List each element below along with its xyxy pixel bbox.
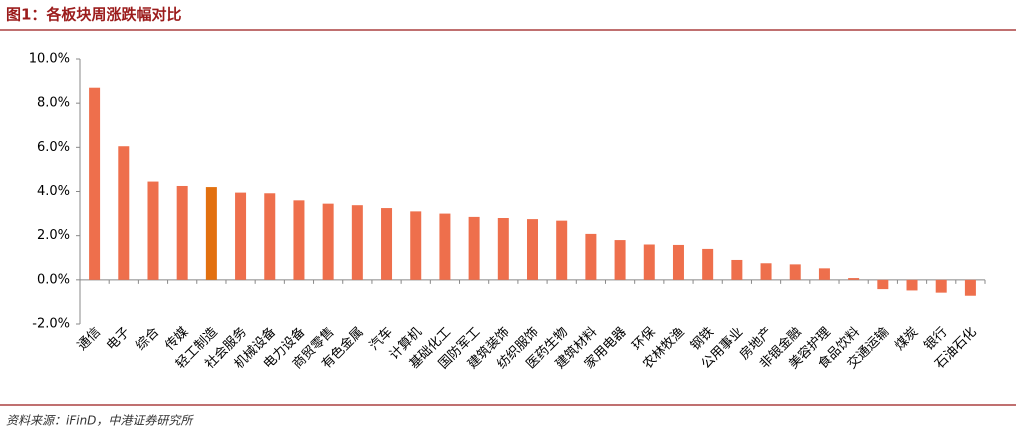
x-tick-label: 电子	[104, 325, 133, 354]
bar	[293, 200, 305, 280]
bar	[118, 146, 130, 280]
bar	[205, 187, 217, 280]
x-tick-label: 综合	[133, 325, 162, 354]
y-tick-label: -2.0%	[32, 317, 70, 332]
bar	[89, 87, 101, 280]
bar	[556, 220, 568, 280]
chart-title: 图1：各板块周涨跌幅对比	[6, 6, 181, 24]
bar	[614, 240, 626, 280]
bar	[789, 264, 801, 280]
bar	[818, 268, 830, 280]
x-tick-label: 煤炭	[892, 325, 921, 354]
bar	[381, 208, 393, 280]
bar	[877, 279, 889, 290]
bar	[468, 216, 480, 280]
y-tick-label: 8.0%	[37, 96, 70, 111]
bar	[527, 219, 538, 280]
bar	[643, 244, 655, 280]
y-tick-label: 2.0%	[37, 228, 70, 243]
bar	[264, 193, 276, 280]
bar	[848, 278, 860, 280]
x-tick-label: 通信	[75, 325, 104, 354]
y-tick-label: 0.0%	[37, 272, 70, 287]
bar	[439, 213, 451, 280]
bar	[351, 205, 363, 280]
y-tick-label: 4.0%	[37, 184, 70, 199]
bar	[322, 203, 334, 280]
bar	[964, 279, 976, 296]
y-tick-label: 10.0%	[29, 52, 70, 67]
bar	[410, 211, 422, 280]
bar	[760, 263, 772, 280]
y-tick-label: 6.0%	[37, 140, 70, 155]
bar	[497, 218, 509, 280]
bar	[672, 244, 684, 280]
bar	[585, 233, 597, 280]
bar	[731, 259, 743, 280]
bar	[235, 192, 247, 280]
bar	[935, 279, 947, 293]
bar	[176, 185, 188, 280]
source-note: 资料来源：iFinD，中港证券研究所	[6, 414, 194, 428]
bar	[906, 279, 918, 291]
bar	[147, 181, 159, 280]
bar	[702, 248, 714, 280]
